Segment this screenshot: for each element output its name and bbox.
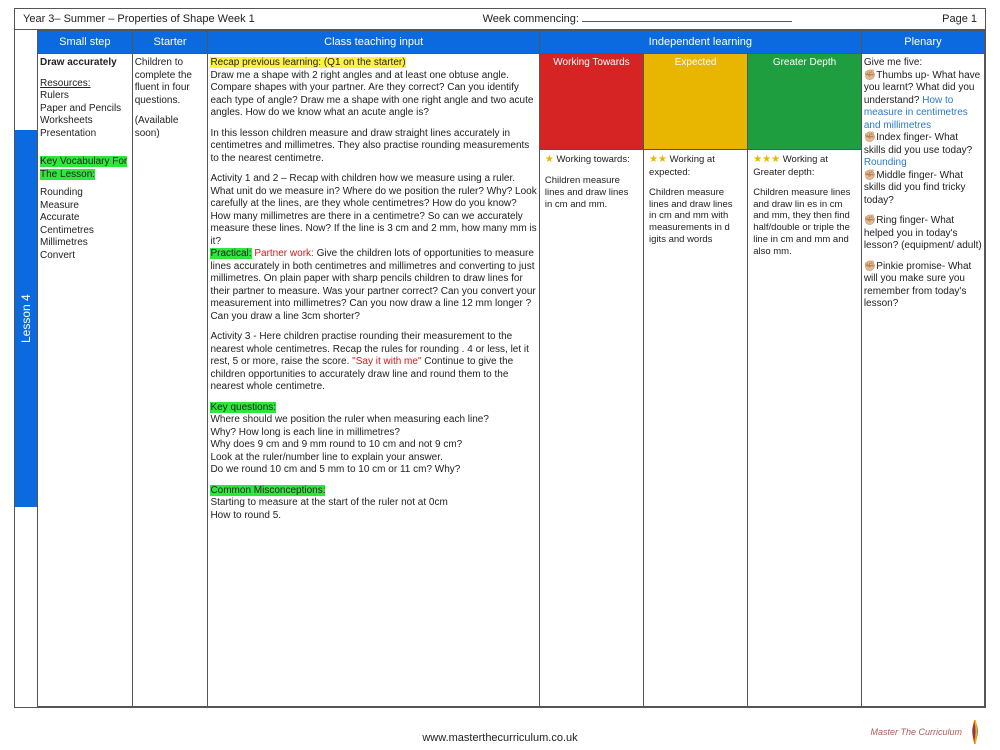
practical-label: Practical: [210,248,251,259]
plenary-intro: Give me five: [864,57,982,70]
cell-plenary: Give me five: ✊🏼Thumbs up- What have you… [861,54,984,707]
independent-subheader-row: Draw accurately Resources: Rulers Paper … [38,54,985,150]
sub-gd: Greater Depth [748,54,862,150]
brand-logo-icon [966,718,984,746]
header-row: Small step Starter Class teaching input … [38,31,985,54]
wt-title: Working towards: [554,154,630,165]
vocab-label: Key Vocabulary For The Lesson: [40,156,127,180]
wt-body: Children measure lines and draw lines in… [545,175,638,211]
plan-table: Small step Starter Class teaching input … [37,30,985,707]
week-commencing-line [582,21,792,22]
cell-class-input: Recap previous learning: (Q1 on the star… [208,54,539,707]
ex-body: Children measure lines and draw lines in… [649,187,742,246]
footer-url: www.masterthecurriculum.co.uk [0,732,1000,744]
page-border: Year 3– Summer – Properties of Shape Wee… [14,8,986,708]
cell-gd: ★★★ Working at Greater depth: Children m… [748,150,862,707]
cell-wt: ★ Working towards: Children measure line… [539,150,643,707]
intro: In this lesson children measure and draw… [210,128,536,166]
plenary-middle: Middle finger- What skills did you find … [864,170,966,206]
small-step-title: Draw accurately [40,57,130,70]
sub-wt: Working Towards [539,54,643,150]
starter-text: Children to complete the fluent in four … [135,57,206,107]
header-page: Page 1 [942,13,977,25]
plenary-pinkie: Pinkie promise- What will you make sure … [864,261,971,310]
gd-body: Children measure lines and draw lin es i… [753,187,856,258]
starter-note: (Available soon) [135,115,206,140]
week-commencing-label: Week commencing: [483,13,579,25]
col-starter: Starter [132,31,208,54]
plenary-index-blue: Rounding [864,157,907,168]
vocab-list: Rounding Measure Accurate Centimetres Mi… [40,187,130,262]
middle-icon: ✊🏼 [864,170,876,183]
keyq-label: Key questions: [210,402,276,413]
col-small-step: Small step [38,31,133,54]
pinkie-icon: ✊🏼 [864,261,876,274]
sub-ex: Expected [644,54,748,150]
partner-label: Partner work: [254,248,313,259]
cell-ex: ★★ Working at expected: Children measure… [644,150,748,707]
recap-label: Recap previous learning: (Q1 on the star… [210,57,405,68]
thumb-icon: ✊🏼 [864,70,876,83]
recap-body: Draw me a shape with 2 right angles and … [210,70,536,120]
header-left: Year 3– Summer – Properties of Shape Wee… [23,13,483,25]
activity12: Activity 1 and 2 – Recap with children h… [210,173,536,248]
header-mid: Week commencing: [483,13,943,25]
lesson-tab: Lesson 4 [15,130,37,507]
index-icon: ✊🏼 [864,132,876,145]
mis-label: Common Misconceptions: [210,485,325,496]
mis-body: Starting to measure at the start of the … [210,497,536,522]
top-bar: Year 3– Summer – Properties of Shape Wee… [15,9,985,30]
col-class-input: Class teaching input [208,31,539,54]
brand: Master The Curriculum [870,718,984,746]
col-plenary: Plenary [861,31,984,54]
cell-starter: Children to complete the fluent in four … [132,54,208,707]
star-icon: ★ [545,154,554,165]
resources-list: Rulers Paper and Pencils Worksheets Pres… [40,90,130,140]
resources-label: Resources: [40,78,130,91]
col-independent: Independent learning [539,31,861,54]
ring-icon: ✊🏼 [864,215,876,228]
partner-body: Give the children lots of opportunities … [210,248,535,322]
say-it: "Say it with me" [352,356,421,367]
grid-wrap: Lesson 4 Small step Starter Class teachi… [15,30,985,707]
brand-text: Master The Curriculum [870,727,962,737]
plenary-ring: Ring finger- What helped you in today's … [864,215,982,251]
star-icon: ★★★ [753,154,780,165]
cell-small-step: Draw accurately Resources: Rulers Paper … [38,54,133,707]
plenary-index: Index finger- What skills did you use to… [864,132,972,156]
star-icon: ★★ [649,154,667,165]
keyq-body: Where should we position the ruler when … [210,414,536,477]
